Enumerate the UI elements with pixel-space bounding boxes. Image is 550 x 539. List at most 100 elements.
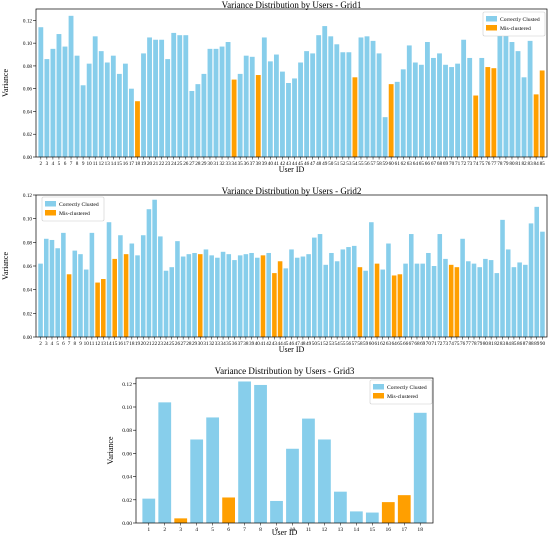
x-tick-label: 78 (497, 161, 503, 167)
bar-correct-user-45 (283, 268, 289, 337)
y-tick-label: 0.02 (23, 311, 32, 317)
x-tick-label: 49 (306, 341, 312, 347)
x-tick-label: 51 (334, 161, 340, 167)
bar-correct-user-46 (304, 51, 310, 157)
x-tick-label: 21 (153, 161, 159, 167)
x-tick-label: 15 (112, 341, 118, 347)
bar-correct-user-3 (43, 238, 49, 337)
x-tick-label: 32 (219, 161, 225, 167)
x-tick-label: 41 (274, 161, 280, 167)
bar-correct-user-20 (140, 235, 146, 337)
x-tick-label: 72 (461, 161, 467, 167)
bar-correct-user-80 (483, 258, 488, 337)
bar-correct-user-69 (420, 263, 425, 337)
x-tick-label: 27 (181, 341, 187, 347)
bar-correct-user-72 (437, 234, 443, 337)
bar-correct-user-13 (334, 491, 347, 523)
legend-box (482, 11, 546, 37)
bar-correct-user-48 (300, 256, 306, 337)
x-tick-label: 79 (477, 341, 483, 347)
y-tick-label: 0.08 (122, 428, 132, 434)
legend: Correctly Clusted Mis-clustered (41, 196, 105, 222)
chart-grid3: Variance Distribution by Users - Grid3 0.… (106, 366, 434, 537)
x-tick-label: 20 (147, 161, 153, 167)
x-tick-label: 50 (312, 341, 318, 347)
x-tick-label: 54 (335, 341, 341, 347)
y-tick-label: 0.10 (122, 405, 132, 411)
x-tick-label: 43 (272, 341, 278, 347)
x-tick-label: 39 (249, 341, 255, 347)
x-tick-label: 55 (358, 161, 364, 167)
x-tick-label: 7 (68, 341, 71, 347)
bar-mis-user-54 (352, 77, 358, 157)
x-tick-label: 76 (485, 161, 491, 167)
bar-correct-user-31 (213, 48, 219, 157)
bar-correct-user-10 (83, 269, 89, 337)
bar-correct-user-20 (147, 37, 152, 157)
bar-correct-user-56 (364, 36, 370, 158)
bar-correct-user-66 (403, 263, 408, 337)
x-tick-label: 64 (413, 161, 419, 167)
x-tick-label: 16 (385, 527, 391, 533)
bar-correct-user-73 (467, 57, 473, 158)
x-tick-label: 36 (232, 341, 238, 347)
x-tick-label: 67 (431, 161, 437, 167)
bar-correct-user-12 (318, 439, 331, 523)
x-tick-label: 27 (189, 161, 195, 167)
x-tick-label: 56 (364, 161, 370, 167)
bar-correct-user-62 (380, 269, 386, 337)
bar-correct-user-79 (477, 267, 482, 337)
x-tick-label: 6 (62, 341, 65, 347)
bar-correct-user-32 (219, 46, 225, 157)
bar-correct-user-1 (142, 498, 156, 523)
x-tick-label: 3 (179, 527, 182, 533)
x-tick-label: 6 (227, 527, 230, 533)
bar-correct-user-37 (237, 255, 243, 337)
bar-correct-user-21 (153, 39, 159, 157)
bar-correct-user-84 (505, 249, 511, 337)
x-tick-label: 23 (158, 341, 164, 347)
bar-correct-user-67 (408, 234, 414, 337)
x-tick-label: 19 (135, 341, 141, 347)
bar-correct-user-3 (44, 59, 50, 157)
x-tick-label: 15 (370, 527, 376, 533)
bar-correct-user-50 (312, 237, 317, 337)
bar-correct-user-38 (243, 254, 249, 337)
bar-correct-user-48 (316, 35, 322, 157)
bar-mis-user-18 (135, 101, 140, 157)
y-tick-label: 0.08 (23, 64, 32, 70)
bar-correct-user-78 (497, 22, 503, 157)
bar-correct-user-37 (249, 56, 255, 157)
x-tick-label: 36 (244, 161, 250, 167)
bar-correct-user-31 (203, 249, 209, 337)
bar-correct-user-36 (243, 55, 249, 157)
x-tick-label: 34 (220, 341, 226, 347)
bar-correct-user-83 (500, 219, 505, 337)
x-tick-label: 10 (87, 161, 93, 167)
y-tick-label: 0.06 (23, 87, 32, 93)
bar-mis-user-7 (66, 274, 72, 337)
x-tick-label: 73 (443, 341, 449, 347)
bar-mis-user-64 (391, 275, 397, 337)
bar-correct-user-73 (443, 258, 448, 337)
x-tick-label: 37 (250, 161, 256, 167)
x-tick-label: 46 (289, 341, 295, 347)
plot-frame (35, 194, 548, 338)
bar-correct-user-9 (80, 85, 86, 157)
x-tick-label: 26 (183, 161, 189, 167)
x-tick-label: 34 (232, 161, 238, 167)
x-tick-label: 44 (278, 341, 284, 347)
bar-correct-user-4 (49, 239, 55, 337)
x-tick-label: 43 (286, 161, 292, 167)
x-tick-label: 59 (363, 341, 369, 347)
bar-correct-user-85 (511, 267, 517, 337)
y-tick-label: 0.10 (23, 41, 32, 47)
x-tick-label: 10 (84, 341, 90, 347)
x-tick-label: 33 (225, 161, 231, 167)
bar-correct-user-8 (74, 55, 80, 157)
x-tick-label: 67 (409, 341, 415, 347)
x-tick-label: 61 (374, 341, 380, 347)
x-tick-label: 84 (506, 341, 512, 347)
bar-correct-user-60 (369, 222, 374, 337)
x-tick-label: 45 (283, 341, 289, 347)
